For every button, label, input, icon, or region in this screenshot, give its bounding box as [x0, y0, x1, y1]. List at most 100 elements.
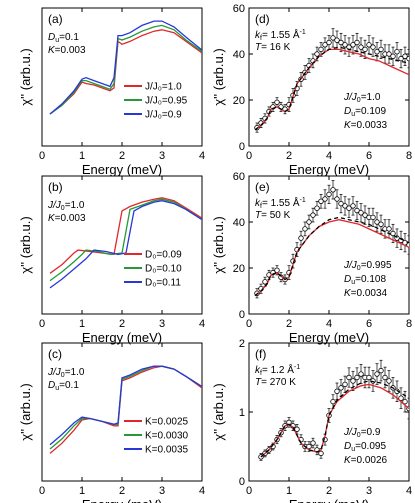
- x-tick-label: 1: [79, 318, 85, 330]
- param-subscript: f: [260, 370, 262, 377]
- data-point: [350, 42, 356, 48]
- param-symbol: D: [48, 380, 55, 391]
- param-symbol: T: [255, 42, 262, 53]
- data-point: [310, 212, 316, 218]
- data-point: [362, 46, 368, 53]
- param-value: =0.1: [59, 32, 79, 43]
- data-point: [386, 378, 392, 384]
- data-point: [350, 378, 356, 384]
- x-tick-label: 3: [366, 485, 372, 497]
- panel-label: (c): [48, 347, 62, 361]
- data-point: [370, 214, 376, 221]
- data-point: [338, 200, 344, 207]
- x-axis-label: Energy (meV): [289, 162, 369, 177]
- data-point: [378, 367, 384, 374]
- param-symbol: K: [48, 213, 56, 224]
- data-point: [302, 226, 308, 232]
- x-axis-label: Energy (meV): [82, 330, 162, 345]
- data-point: [322, 42, 328, 48]
- fit-param-3: K=0.0033: [344, 120, 388, 131]
- param-symbol: D: [344, 106, 351, 117]
- legend-entry-2: J/J₀=0.95: [145, 96, 188, 107]
- data-point: [334, 196, 340, 202]
- x-tick-label: 4: [406, 485, 412, 497]
- panel-label: (f): [255, 347, 266, 361]
- param-line-2: K=0.003: [48, 213, 86, 224]
- fit-param-1: J/J0=0.995: [343, 260, 392, 272]
- data-point: [386, 226, 392, 232]
- series-line-3: [49, 20, 202, 115]
- data-point: [326, 191, 332, 198]
- plot-frame: [41, 342, 203, 482]
- param-symbol: k: [255, 30, 261, 41]
- param-symbol: K: [344, 288, 352, 299]
- data-point: [342, 203, 348, 209]
- x-tick-label: 6: [366, 150, 372, 162]
- param-symbol: K: [48, 45, 56, 56]
- param-value: = 50 K: [261, 210, 291, 221]
- param-symbol: T: [255, 377, 262, 388]
- param-value: =0.9: [361, 427, 381, 438]
- x-tick-label: 4: [199, 318, 205, 330]
- x-tick-label: 2: [119, 485, 125, 497]
- x-tick-label: 3: [159, 318, 165, 330]
- data-point: [318, 46, 324, 53]
- param-value: =0.1: [59, 380, 79, 391]
- data-point: [362, 212, 368, 218]
- legend-entry-1: K=0.0025: [145, 417, 189, 428]
- panel-d: 0 2 4 6 8 0 20 40 60 Energy (meV) χ'' (arb.u.) (d) k…: [211, 3, 412, 177]
- x-tick-label: 8: [406, 150, 412, 162]
- x-tick-label: 3: [159, 150, 165, 162]
- y-axis-label: χ'' (arb.u.): [211, 383, 226, 440]
- param-value: = 1.55 Å: [262, 28, 300, 41]
- param-symbol: J/J: [343, 92, 358, 103]
- y-tick-label: 60: [233, 171, 245, 183]
- data-point: [330, 187, 336, 193]
- legend-entry-1: J/J₀=1.0: [145, 82, 182, 93]
- data-point: [346, 205, 352, 211]
- param-subscript: 0: [357, 265, 361, 272]
- param-value: =1.0: [65, 367, 85, 378]
- y-tick-label: 40: [233, 217, 245, 229]
- param-symbol: D: [48, 32, 55, 43]
- data-point: [390, 53, 396, 59]
- param-symbol: K: [344, 120, 352, 131]
- series-line-2: [254, 216, 409, 297]
- y-tick-label: 2: [239, 338, 245, 350]
- data-point: [306, 443, 312, 450]
- param-line-1: J/J0=1.0: [47, 367, 85, 379]
- data-point: [374, 371, 380, 377]
- data-point: [346, 374, 352, 381]
- data-point: [334, 37, 340, 43]
- param-subscript: f: [260, 35, 262, 42]
- temperature-label: T= 270 K: [255, 377, 296, 388]
- data-point: [306, 219, 312, 225]
- param-value: =0.109: [355, 106, 386, 117]
- param-symbol: J/J: [47, 367, 62, 378]
- x-tick-label: 3: [159, 485, 165, 497]
- panel-f: 01234012Energy (meV)χ'' (arb.u.)(f)kf= 1…: [211, 338, 412, 503]
- y-tick-label: 40: [233, 49, 245, 61]
- data-point: [342, 381, 348, 388]
- data-point: [366, 42, 372, 48]
- data-point: [394, 49, 400, 55]
- x-tick-label: 2: [286, 318, 292, 330]
- x-tick-label: 0: [246, 150, 252, 162]
- legend-entry-3: K=0.0035: [145, 445, 189, 456]
- kf-label: kf= 1.55 Å-1: [255, 196, 306, 210]
- param-symbol: D: [344, 274, 351, 285]
- data-point: [338, 385, 344, 391]
- plot-frame: [41, 175, 203, 315]
- param-symbol: D: [344, 441, 351, 452]
- data-point: [330, 35, 336, 41]
- param-line-2: K=0.003: [48, 45, 86, 56]
- fit-param-3: K=0.0026: [344, 455, 388, 466]
- fit-param-2: Du=0.109: [344, 106, 386, 118]
- fit-param-2: Du=0.108: [344, 274, 386, 286]
- data-point: [370, 44, 376, 50]
- data-point: [330, 398, 336, 405]
- param-symbol: J/J: [343, 260, 358, 271]
